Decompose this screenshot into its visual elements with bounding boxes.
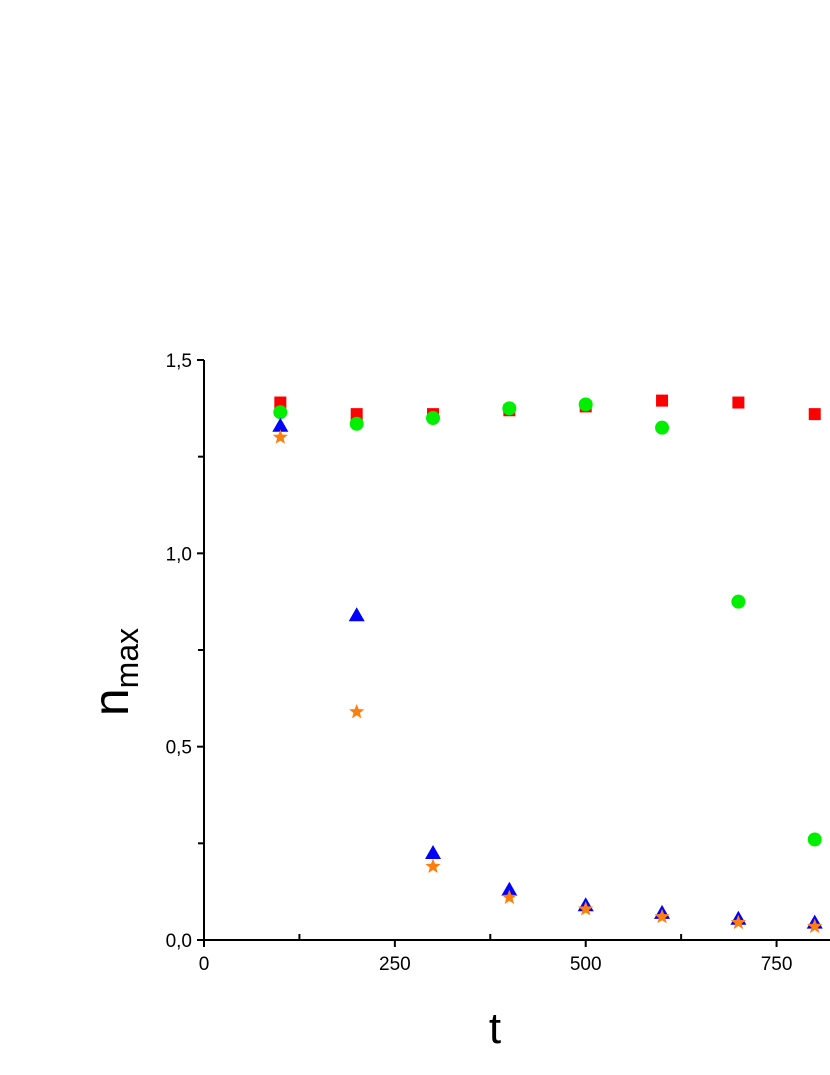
y-tick-label: 1,5: [166, 351, 192, 372]
data-point-triangle: [501, 881, 518, 896]
series-square: [274, 394, 821, 421]
data-point-circle: [502, 401, 517, 416]
x-tick-label: 0: [199, 954, 210, 975]
data-point-triangle: [348, 607, 365, 622]
series-circle: [273, 397, 822, 847]
data-point-square: [350, 408, 363, 421]
data-point-star: [272, 429, 288, 444]
data-point-circle: [426, 411, 441, 425]
data-point-circle: [578, 397, 593, 412]
y-axis-title-sub: max: [109, 628, 145, 688]
data-point-star: [501, 889, 517, 904]
data-point-circle: [731, 594, 746, 609]
data-point-star: [425, 858, 441, 874]
data-point-circle: [655, 420, 670, 435]
y-tick-label: 0,0: [166, 931, 192, 952]
data-point-triangle: [272, 417, 289, 432]
series-star: [272, 429, 823, 933]
ticks: 0 250 500 750 0,0 0,5 1,0 1,5: [166, 351, 793, 975]
data-point-circle: [807, 832, 822, 847]
axes: [203, 360, 830, 941]
x-axis-title: t: [489, 1004, 501, 1053]
data-point-star: [807, 918, 823, 933]
data-point-square: [808, 408, 821, 421]
data-point-circle: [273, 405, 288, 420]
plot-area: [272, 394, 823, 933]
data-point-star: [654, 908, 670, 924]
data-point-square: [732, 396, 745, 409]
data-point-triangle: [425, 845, 442, 859]
y-axis-title: nmax: [83, 628, 145, 716]
x-tick-label: 750: [761, 954, 793, 975]
x-tick-label: 250: [379, 954, 411, 975]
y-tick-label: 1,0: [166, 544, 192, 565]
data-point-square: [274, 396, 287, 409]
series-triangle: [272, 417, 823, 929]
y-axis-title-main: n: [83, 688, 139, 716]
data-point-circle: [349, 416, 364, 431]
data-point-star: [578, 901, 594, 916]
y-tick-label: 0,5: [166, 738, 192, 759]
x-tick-label: 500: [570, 954, 602, 975]
data-point-star: [730, 914, 746, 930]
data-point-square: [656, 394, 669, 407]
data-point-star: [349, 703, 365, 719]
